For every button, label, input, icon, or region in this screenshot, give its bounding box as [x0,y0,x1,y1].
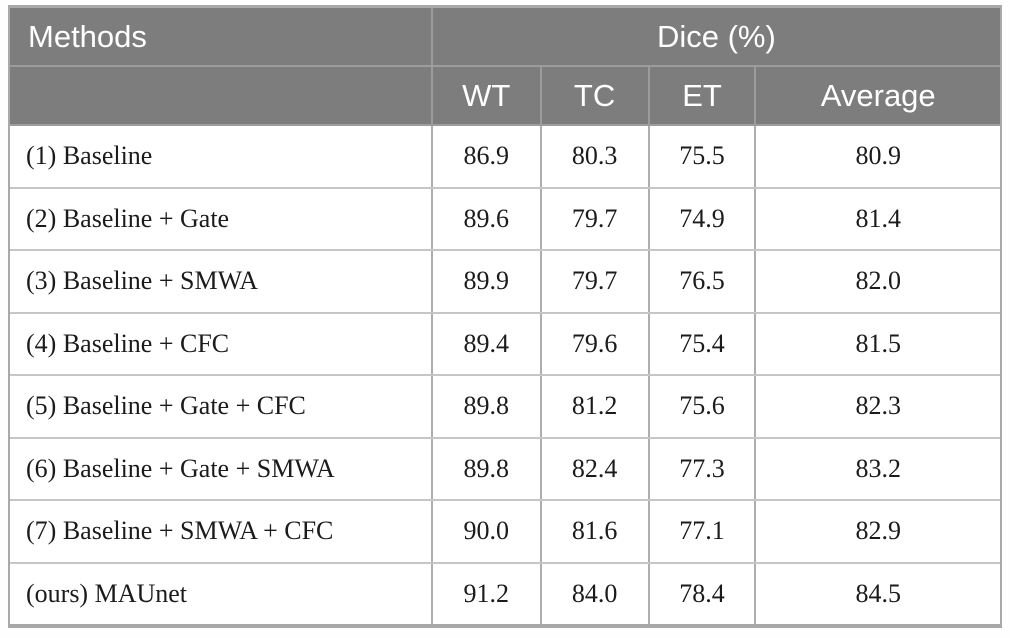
average-cell: 82.3 [754,374,1000,439]
table-row: (3) Baseline + SMWA 89.9 79.7 76.5 82.0 [10,249,1000,314]
average-cell: 83.2 [754,436,1000,501]
method-cell: (ours) MAUnet [10,561,433,624]
average-cell: 82.9 [754,499,1000,564]
ablation-table: Methods Dice (%) WT TC ET Average (1) Ba… [8,5,1002,628]
method-cell: (5) Baseline + Gate + CFC [10,374,433,439]
table-row: (7) Baseline + SMWA + CFC 90.0 81.6 77.1… [10,499,1000,564]
tc-cell: 84.0 [539,561,650,624]
et-cell: 74.9 [647,186,757,251]
et-cell: 75.5 [647,125,757,189]
table-body: (1) Baseline 86.9 80.3 75.5 80.9 (2) Bas… [10,125,1000,624]
et-cell: 75.4 [647,311,757,376]
et-cell: 76.5 [647,249,757,314]
table-header: Methods Dice (%) WT TC ET Average [10,8,1000,126]
average-cell: 80.9 [754,125,1000,189]
table-row: (5) Baseline + Gate + CFC 89.8 81.2 75.6… [10,374,1000,439]
col-header-wt: WT [430,65,542,126]
tc-cell: 79.7 [539,249,650,314]
wt-cell: 89.8 [430,436,542,501]
table-row: (1) Baseline 86.9 80.3 75.5 80.9 [10,125,1000,189]
tc-cell: 81.6 [539,499,650,564]
method-cell: (1) Baseline [10,125,433,189]
tc-cell: 82.4 [539,436,650,501]
col-header-tc: TC [539,65,650,126]
et-cell: 77.3 [647,436,757,501]
col-header-average: Average [754,65,1000,126]
methods-header: Methods [10,8,433,67]
table-row: (ours) MAUnet 91.2 84.0 78.4 84.5 [10,561,1000,624]
wt-cell: 89.8 [430,374,542,439]
wt-cell: 89.4 [430,311,542,376]
method-cell: (3) Baseline + SMWA [10,249,433,314]
method-cell: (4) Baseline + CFC [10,311,433,376]
methods-header-spacer [10,65,433,126]
average-cell: 81.4 [754,186,1000,251]
col-header-et: ET [647,65,757,126]
dice-group-header: Dice (%) [430,8,1000,67]
wt-cell: 90.0 [430,499,542,564]
tc-cell: 79.6 [539,311,650,376]
et-cell: 78.4 [647,561,757,624]
average-cell: 81.5 [754,311,1000,376]
wt-cell: 89.9 [430,249,542,314]
table-row: (2) Baseline + Gate 89.6 79.7 74.9 81.4 [10,186,1000,251]
average-cell: 84.5 [754,561,1000,624]
method-cell: (7) Baseline + SMWA + CFC [10,499,433,564]
method-cell: (6) Baseline + Gate + SMWA [10,436,433,501]
header-row-group: Methods Dice (%) [10,8,1000,67]
et-cell: 75.6 [647,374,757,439]
tc-cell: 80.3 [539,125,650,189]
average-cell: 82.0 [754,249,1000,314]
tc-cell: 81.2 [539,374,650,439]
method-cell: (2) Baseline + Gate [10,186,433,251]
dice-results-table: Methods Dice (%) WT TC ET Average (1) Ba… [10,8,1000,624]
et-cell: 77.1 [647,499,757,564]
wt-cell: 86.9 [430,125,542,189]
tc-cell: 79.7 [539,186,650,251]
table-row: (4) Baseline + CFC 89.4 79.6 75.4 81.5 [10,311,1000,376]
wt-cell: 89.6 [430,186,542,251]
header-row-columns: WT TC ET Average [10,65,1000,126]
wt-cell: 91.2 [430,561,542,624]
table-row: (6) Baseline + Gate + SMWA 89.8 82.4 77.… [10,436,1000,501]
